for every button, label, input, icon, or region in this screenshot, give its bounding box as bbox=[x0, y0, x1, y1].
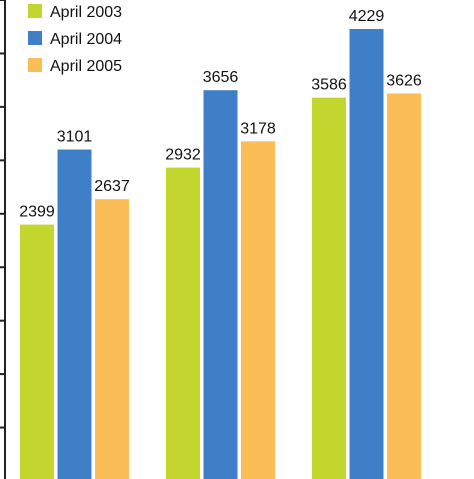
bar bbox=[312, 97, 346, 479]
bar bbox=[203, 90, 238, 479]
value-label: 3656 bbox=[203, 69, 239, 86]
legend-swatch bbox=[28, 31, 42, 45]
value-label: 4229 bbox=[349, 8, 385, 25]
value-label: 2932 bbox=[165, 147, 201, 164]
legend-label: April 2005 bbox=[50, 58, 122, 75]
legend-label: April 2003 bbox=[50, 4, 122, 21]
bar bbox=[20, 224, 54, 479]
bar bbox=[387, 93, 421, 479]
legend-swatch bbox=[28, 4, 42, 18]
value-label: 3101 bbox=[57, 129, 93, 146]
bar bbox=[57, 149, 92, 479]
value-label: 3586 bbox=[311, 77, 347, 94]
value-label: 2637 bbox=[94, 178, 130, 195]
legend-swatch bbox=[28, 58, 42, 72]
value-label: 3178 bbox=[240, 120, 276, 137]
bar bbox=[166, 167, 200, 479]
legend-label: April 2004 bbox=[50, 31, 122, 48]
value-label: 3626 bbox=[386, 72, 422, 89]
bar bbox=[241, 141, 275, 479]
value-label: 2399 bbox=[19, 204, 55, 221]
bar bbox=[349, 28, 384, 479]
bar bbox=[95, 199, 129, 479]
